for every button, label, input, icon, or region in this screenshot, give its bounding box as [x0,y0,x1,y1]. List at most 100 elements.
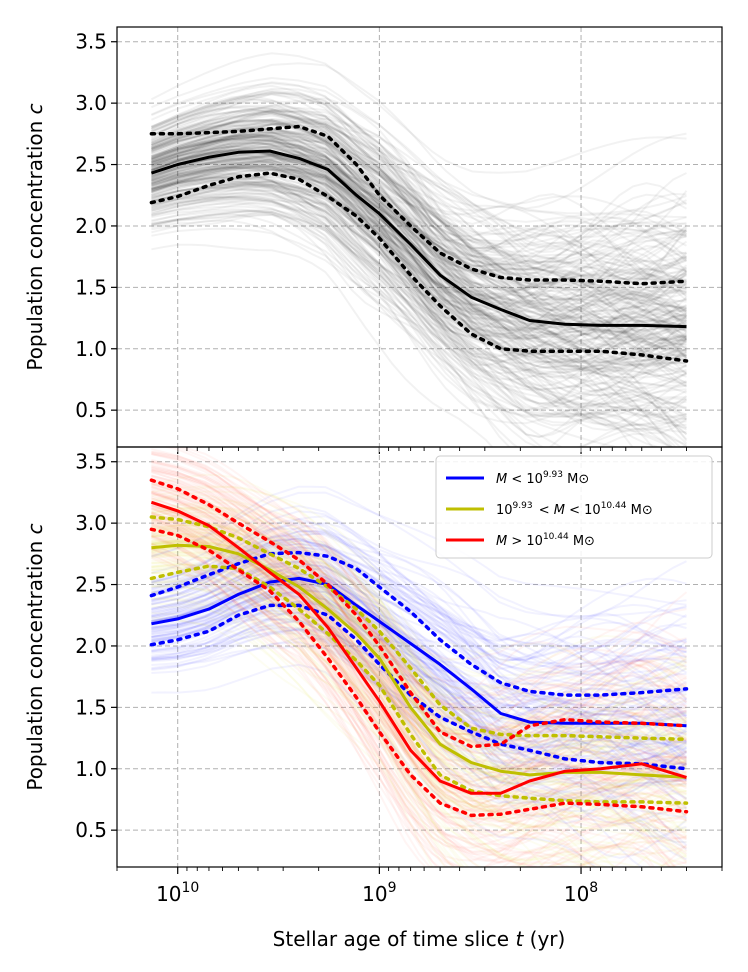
trajectory-line [151,549,687,717]
trajectory-line [151,142,687,322]
trajectory-line [151,568,687,712]
trajectory-line [151,134,687,313]
trajectory-line [151,564,687,846]
trajectory-line [151,159,687,344]
trajectory-line [151,566,688,761]
trajectory-line [151,140,687,290]
trajectory-line [151,135,687,341]
trajectory-line [151,535,687,816]
trajectory-line [151,165,687,365]
trajectory-line [151,213,634,447]
trajectory-line [151,184,687,394]
trajectory-line [151,135,687,327]
trajectory-line [151,154,687,361]
trajectory-line [151,118,688,314]
y-tick-label: 1.0 [75,337,107,361]
trajectory-line [151,490,687,714]
trajectory-line [151,76,687,239]
trajectory-line [151,581,687,867]
trajectory-line [151,607,688,825]
trajectory-line [151,166,688,372]
trajectory-line [151,166,687,341]
trajectory-line [151,583,687,754]
trajectory-line [151,541,687,761]
trajectory-line [151,186,688,385]
trajectory-line [151,212,672,447]
trajectory-line [151,542,687,671]
trajectory-line [151,155,687,353]
trajectory-line [151,121,688,297]
y-tick-label: 3.5 [75,30,107,54]
trajectory-line [151,87,687,270]
trajectory-line [151,180,687,406]
trajectory-line [151,169,687,421]
trajectory-line [151,135,688,333]
trajectory-line [151,572,687,866]
trajectory-line [151,461,688,738]
trajectory-line [151,508,688,769]
y-tick-label: 0.5 [75,398,107,422]
trajectory-line [151,177,687,419]
trajectory-line [151,166,687,366]
trajectory-line [150,106,687,271]
trajectory-line [151,511,687,813]
trajectory-line [151,514,688,753]
trajectory-line [151,176,688,417]
trajectory-line [151,480,688,743]
trajectory-line [151,157,687,378]
trajectory-line [150,542,688,867]
trajectory-line [151,470,687,749]
trajectory-line [151,516,687,864]
trajectory-line [151,210,674,447]
trajectory-line [151,180,687,426]
trajectory-line [151,95,688,282]
trajectory-line [151,485,687,789]
trajectory-line [151,523,688,778]
trajectory-line [151,110,687,281]
trajectory-line [151,453,688,715]
trajectory-line [151,551,687,790]
trajectory-line [151,507,687,739]
trajectory-line [151,195,687,390]
trajectory-line [151,522,687,746]
trajectory-line [151,590,687,749]
top-y-ticks: 0.5 1.0 1.5 2.0 2.5 3.0 3.5 [75,30,117,422]
trajectory-line [151,137,688,301]
trajectory-line [151,627,687,826]
trajectory-line [151,156,688,344]
trajectory-line [151,154,688,363]
trajectory-line [151,89,687,223]
trajectory-line [151,645,687,859]
trajectory-line [151,197,687,416]
trajectory-line [151,164,687,366]
trajectory-line [151,92,688,291]
trajectory-line [151,627,688,813]
trajectory-line [172,447,687,661]
trajectory-line [151,546,687,707]
trajectory-line [151,82,687,263]
trajectory-line [151,145,687,313]
trajectory-line [151,180,688,420]
trajectory-line [151,180,687,364]
trajectory-line [151,485,688,685]
trajectory-line [151,195,687,427]
bottom-plot-frame [116,446,723,868]
trajectory-line [151,469,687,724]
trajectory-line [151,507,687,794]
trajectory-line [151,213,688,447]
trajectory-line [151,146,687,322]
trajectory-line [151,213,688,429]
legend-label-mid-mass: 109.93 < M < 1010.44 M⊙ [496,501,653,518]
trajectory-line [151,554,688,822]
series-low-mass-median [151,576,687,728]
trajectory-line [151,487,687,778]
trajectory-line [151,155,687,374]
trajectory-line [151,167,687,375]
trajectory-line [151,62,687,210]
trajectory-line [151,591,687,753]
trajectory-line [151,458,687,743]
trajectory-line [151,562,687,832]
trajectory-line [151,539,687,662]
trajectory-line [151,501,687,739]
trajectory-line [151,183,687,373]
